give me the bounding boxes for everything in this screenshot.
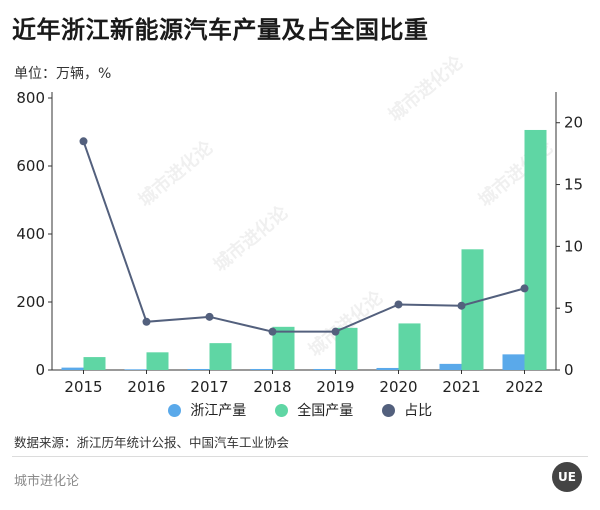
legend-label-zhejiang: 浙江产量 [190,403,247,419]
bar-national [524,129,547,370]
share-point [520,284,529,293]
x-axis-tick-label: 2019 [316,378,354,396]
bar-national [398,323,421,370]
share-point [457,301,466,310]
legend-swatch-share [381,404,395,417]
share-point [79,137,88,146]
left-axis-tick-label: 600 [16,157,45,175]
chart-title: 近年浙江新能源汽车产量及占全国比重 [12,16,429,44]
x-axis-tick-label: 2021 [442,378,480,396]
brand-logo: UE [552,462,582,492]
left-axis-tick-label: 200 [16,293,45,311]
legend-item-national: 全国产量 [274,400,354,420]
share-point [331,327,340,336]
legend-label-national: 全国产量 [297,403,354,419]
right-axis-tick-label: 5 [564,299,574,317]
bar-national [272,326,295,370]
right-axis-tick-label: 10 [564,237,583,255]
legend-item-share: 占比 [381,400,433,420]
share-point [268,327,277,336]
left-axis-tick-label: 0 [35,361,45,379]
legend-label-share: 占比 [404,403,433,419]
share-point [205,312,214,321]
legend-item-zhejiang: 浙江产量 [167,400,247,420]
bar-zhejiang [124,369,147,370]
x-axis-tick-label: 2017 [190,378,228,396]
x-axis-tick-label: 2020 [379,378,417,396]
unit-label: 单位：万辆，% [14,66,112,82]
bar-zhejiang [502,354,525,370]
x-axis-tick-label: 2016 [127,378,165,396]
share-point [142,317,151,326]
brand-name: 城市进化论 [14,474,80,489]
data-source: 数据来源：浙江历年统计公报、中国汽车工业协会 [14,435,290,450]
bar-zhejiang [250,368,273,370]
x-axis-tick-label: 2022 [505,378,543,396]
bar-national [83,357,106,370]
right-axis-tick-label: 15 [564,176,583,194]
right-axis-tick-label: 20 [564,114,583,132]
bar-national [335,327,358,370]
bar-national [146,352,169,370]
chart-svg: 0 200 400 600 800 0 5 10 15 20 2015 2016 2017 2018 201… [16,89,583,396]
bar-zhejiang [313,368,336,370]
bar-zhejiang [376,367,399,370]
right-axis-tick-label: 0 [564,361,574,379]
share-line [82,140,525,333]
share-point [394,300,403,309]
legend: 浙江产量 全国产量 占比 [0,400,600,420]
footer-divider [12,456,588,457]
bar-zhejiang [61,367,84,370]
bar-national [209,343,232,370]
legend-swatch-national [274,404,288,417]
bar-zhejiang [439,363,462,370]
legend-swatch-zhejiang [167,404,181,417]
bar-zhejiang [187,368,210,370]
left-axis-tick-label: 400 [16,225,45,243]
left-axis-tick-label: 800 [16,89,45,107]
x-axis-tick-label: 2018 [253,378,291,396]
bar-national [461,249,484,370]
x-axis-tick-label: 2015 [64,378,102,396]
